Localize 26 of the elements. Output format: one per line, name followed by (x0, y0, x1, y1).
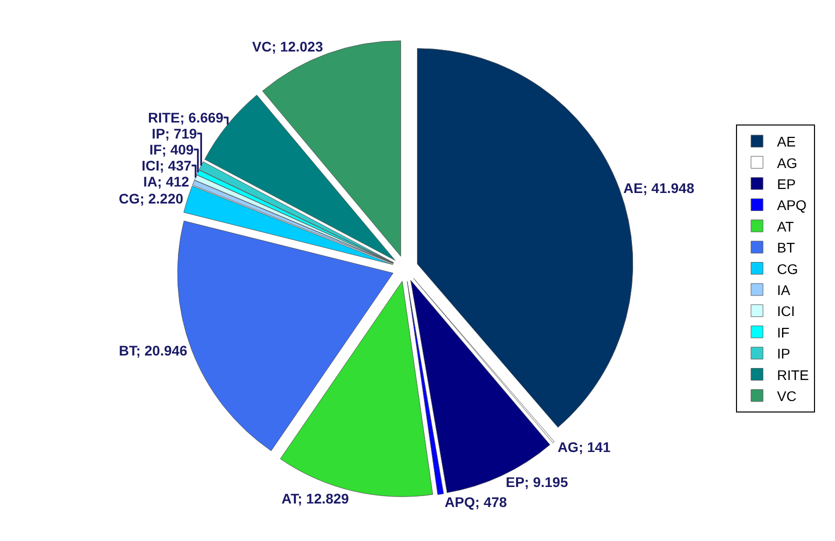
legend-label: AT (777, 218, 794, 234)
legend-label: CG (777, 260, 798, 277)
data-label: APQ; 478 (444, 494, 508, 510)
legend-label: BT (777, 240, 796, 256)
data-label: CG; 2.220 (118, 190, 184, 206)
legend-label: EP (777, 176, 796, 192)
data-label: AG; 141 (558, 438, 611, 455)
legend-label: RITE (777, 366, 809, 383)
data-label: VC; 12.023 (252, 38, 324, 55)
legend-label: IP (777, 346, 790, 362)
data-label: ICI; 437 (142, 158, 192, 174)
data-label: AT; 12.829 (282, 490, 350, 507)
legend-label: AE (777, 134, 796, 150)
data-label: IF; 409 (149, 142, 194, 158)
legend-label: IA (777, 282, 791, 298)
data-label: RITE; 6.669 (148, 110, 224, 126)
legend-label: AG (777, 154, 798, 171)
data-label: BT; 20.946 (118, 342, 188, 359)
legend-label: IF (777, 324, 790, 340)
legend-label: VC (777, 388, 796, 404)
legend-label: ICI (777, 303, 795, 320)
data-label: IP; 719 (152, 126, 198, 142)
data-label: EP; 9.195 (506, 474, 568, 490)
legend-label: APQ (777, 197, 807, 214)
data-label: IA; 412 (143, 174, 190, 190)
data-label: AE; 41.948 (623, 180, 694, 196)
